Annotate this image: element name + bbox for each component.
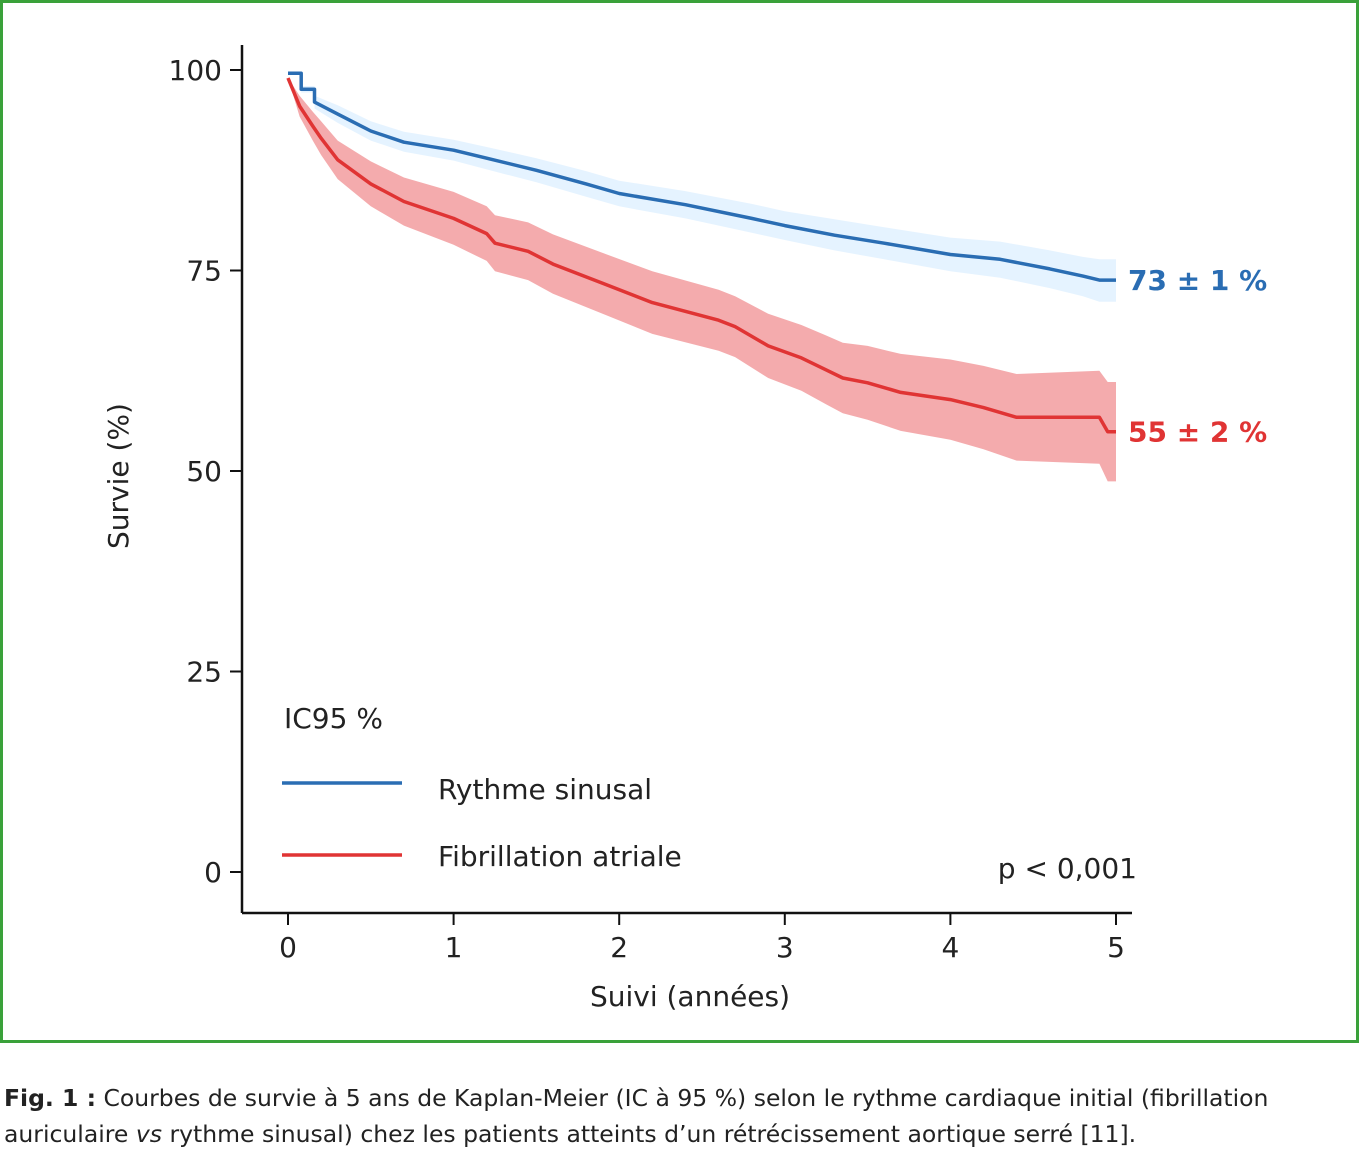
- x-tick-label: 4: [941, 931, 959, 964]
- ci-bands: [288, 73, 1116, 482]
- caption-fig-label: Fig. 1 :: [4, 1084, 96, 1112]
- y-tick-label: 25: [186, 656, 222, 689]
- y-tick-label: 100: [169, 54, 222, 87]
- curve-fa: [286, 77, 1116, 434]
- legend-label-sinus: Rythme sinusal: [438, 773, 652, 806]
- figure-caption: Fig. 1 : Courbes de survie à 5 ans de Ka…: [4, 1080, 1356, 1152]
- x-tick-label: 1: [445, 931, 463, 964]
- y-tick-label: 75: [186, 255, 222, 288]
- x-axis-title: Suivi (années): [590, 980, 790, 1013]
- end-label-fa: 55 ± 2 %: [1128, 416, 1267, 449]
- legend-title: IC95 %: [284, 702, 383, 735]
- figure-frame: [0, 0, 1359, 1043]
- caption-text-part2: rythme sinusal) chez les patients attein…: [162, 1120, 1137, 1148]
- x-tick-label: 3: [776, 931, 794, 964]
- x-tick-label: 2: [610, 931, 628, 964]
- legend-label-fa: Fibrillation atriale: [438, 840, 682, 873]
- km-chart: 0 25 50 75 100 0 1 2 3 4 5 Suivi (années) Survie (…: [102, 45, 1267, 1013]
- ticks: 0 25 50 75 100 0 1 2 3 4 5: [169, 54, 1125, 964]
- x-tick-label: 5: [1107, 931, 1125, 964]
- axes: [240, 45, 1132, 915]
- y-tick-label: 0: [204, 856, 222, 889]
- p-value-annotation: p < 0,001: [998, 852, 1137, 885]
- end-labels: 73 ± 1 % 55 ± 2 %: [1128, 264, 1267, 449]
- ci-band-sinus: [288, 73, 1116, 302]
- curve-sinus: [288, 71, 1116, 282]
- survival-curves: [286, 71, 1116, 434]
- legend: IC95 % Rythme sinusal Fibrillation atria…: [282, 702, 682, 873]
- caption-text-part1: Courbes de survie à 5 ans de Kaplan-Meie…: [4, 1084, 1269, 1148]
- y-tick-label: 50: [186, 455, 222, 488]
- end-label-sinus: 73 ± 1 %: [1128, 264, 1267, 297]
- caption-text-vs: vs: [135, 1120, 162, 1148]
- ci-band-fa: [288, 78, 1116, 482]
- x-tick-label: 0: [279, 931, 297, 964]
- y-axis-title: Survie (%): [102, 403, 135, 549]
